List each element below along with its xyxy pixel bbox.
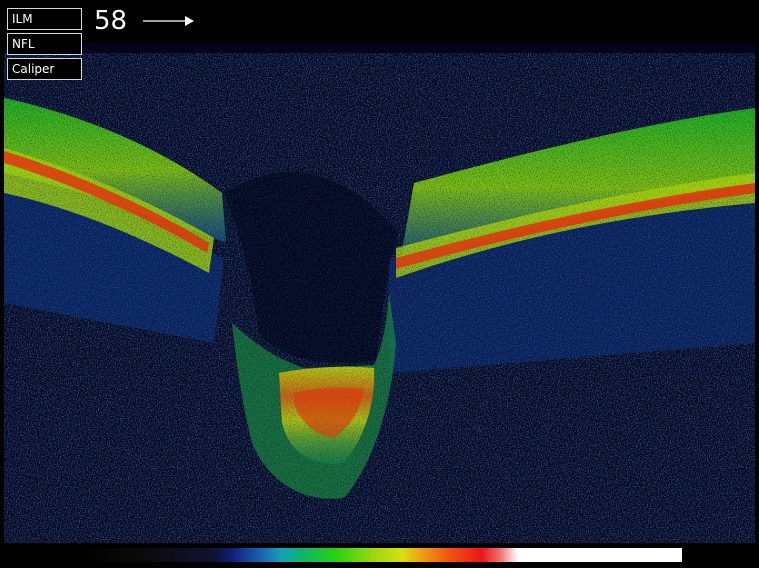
- color-scale-bar: [75, 548, 682, 562]
- right-arrow-icon: [143, 13, 195, 27]
- caliper-button[interactable]: Caliper: [7, 58, 82, 80]
- ilm-button[interactable]: ILM: [7, 8, 82, 30]
- frame-number: 58: [94, 6, 128, 36]
- oct-b-scan-image: [4, 43, 755, 543]
- nfl-button[interactable]: NFL: [7, 33, 82, 55]
